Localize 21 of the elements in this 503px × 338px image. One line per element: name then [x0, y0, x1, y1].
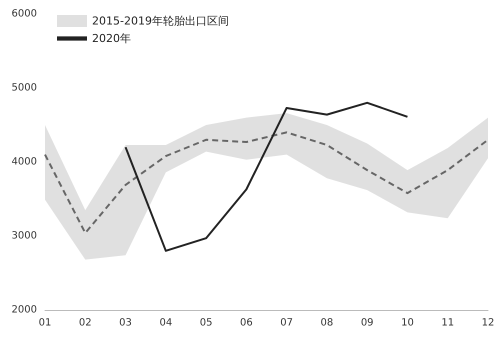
x-tick-label: 01 — [38, 318, 52, 328]
x-tick-label: 12 — [482, 318, 494, 328]
y-tick-label: 4000 — [12, 156, 37, 168]
x-tick-label: 09 — [360, 318, 374, 328]
y-tick-label: 2000 — [12, 304, 37, 316]
x-tick-label: 04 — [159, 318, 172, 328]
y-tick-label: 6000 — [12, 8, 37, 20]
x-tick-label: 07 — [280, 318, 294, 328]
x-tick-label: 03 — [119, 318, 132, 328]
x-tick-label: 06 — [240, 318, 253, 328]
x-tick-label: 05 — [200, 318, 212, 328]
y-tick-label: 3000 — [12, 230, 37, 242]
legend-label: 2015-2019年轮胎出口区间 — [92, 14, 229, 28]
line-series — [124, 102, 408, 252]
y-tick-label: 5000 — [12, 82, 37, 94]
legend-label: 2020年 — [92, 32, 131, 45]
x-tick-label: 02 — [78, 318, 92, 328]
x-tick-label: 08 — [320, 318, 334, 328]
x-tick-label: 10 — [401, 318, 414, 328]
x-tick-label: 11 — [441, 318, 454, 328]
line-series — [44, 131, 489, 234]
